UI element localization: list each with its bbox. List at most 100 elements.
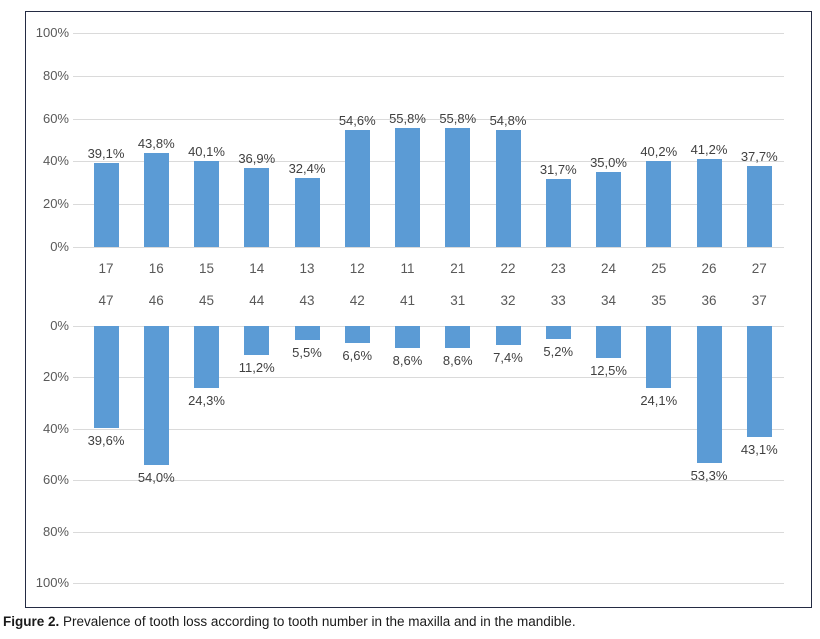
tooth-number-label-mandible: 31 xyxy=(450,293,466,308)
tooth-number-label-mandible: 32 xyxy=(500,293,516,308)
bar xyxy=(93,326,119,428)
bar-value-label: 7,4% xyxy=(493,350,523,366)
bar xyxy=(596,172,621,247)
tooth-number-label-maxilla: 14 xyxy=(249,261,265,276)
tooth-number-label-maxilla: 23 xyxy=(550,261,566,276)
y-axis-tick-label: 40% xyxy=(42,420,69,436)
bar xyxy=(294,177,320,247)
tooth-number-label-maxilla: 25 xyxy=(651,261,667,276)
bar xyxy=(646,160,672,247)
figure-chart-box: 100% 80% 60% 40% 20% 0% 0% 20% 40% 60% 80% 100% 39… xyxy=(25,11,812,608)
gridline xyxy=(73,531,784,533)
tooth-number-label-mandible: 36 xyxy=(701,293,717,308)
bar-value-label: 54,8% xyxy=(489,112,527,128)
y-axis-tick-label: 20% xyxy=(42,196,69,212)
gridline xyxy=(73,33,784,34)
tooth-number-label-mandible: 35 xyxy=(651,293,667,308)
gridline xyxy=(73,118,784,120)
bar xyxy=(545,179,571,247)
tooth-number-label-mandible: 46 xyxy=(148,293,164,308)
tooth-number-label-mandible: 33 xyxy=(550,293,566,308)
bar xyxy=(344,326,370,343)
y-axis-tick-label: 100% xyxy=(35,25,69,40)
tooth-number-label-maxilla: 13 xyxy=(299,261,315,276)
tooth-number-label-maxilla: 16 xyxy=(148,261,164,276)
bar xyxy=(244,326,270,355)
gridline xyxy=(73,75,784,77)
gridline xyxy=(73,377,784,379)
bar-value-label: 8,6% xyxy=(392,353,423,369)
bar xyxy=(194,326,219,389)
tooth-number-label-mandible: 37 xyxy=(751,293,767,308)
bar-value-label: 54,0% xyxy=(137,469,175,485)
tooth-number-label-maxilla: 15 xyxy=(198,261,215,276)
bar xyxy=(143,326,169,465)
y-axis-tick-label: 60% xyxy=(42,472,69,488)
bar xyxy=(545,326,571,340)
figure-caption-label: Figure 2. xyxy=(3,614,60,629)
bar-value-label: 6,6% xyxy=(342,347,373,363)
bar-value-label: 5,2% xyxy=(543,344,574,360)
y-axis-tick-label: 20% xyxy=(42,369,69,385)
maxilla-chart: 39,1% 43,8% 40,1% 36,9% 32,4% 54,6% 55,8% 55,8%… xyxy=(26,12,811,607)
gridline xyxy=(73,583,784,584)
bar-value-label: 36,9% xyxy=(238,151,276,167)
tooth-number-label-maxilla: 22 xyxy=(500,261,516,276)
tooth-number-label-maxilla: 24 xyxy=(600,261,617,276)
y-axis-tick-label: 100% xyxy=(35,575,69,590)
bar xyxy=(395,127,420,247)
mandible-chart: 39,6% 54,0% 24,3% 11,2% 5,5% 6,6% 8,6% 8,6% 7,4%… xyxy=(26,12,811,607)
bar-value-label: 41,2% xyxy=(690,141,728,157)
y-axis-tick-label: 0% xyxy=(50,239,69,254)
bar-value-label: 8,6% xyxy=(442,353,473,369)
bar-value-label: 24,1% xyxy=(640,392,678,408)
bar-value-label: 35,0% xyxy=(590,155,627,171)
gridline xyxy=(73,161,784,163)
bar xyxy=(696,158,722,247)
tooth-number-label-mandible: 43 xyxy=(299,293,315,308)
tooth-number-label-mandible: 41 xyxy=(399,293,416,308)
tooth-number-label-maxilla: 12 xyxy=(349,261,365,276)
figure-caption-text: Prevalence of tooth loss according to to… xyxy=(59,614,576,629)
tooth-number-label-maxilla: 21 xyxy=(450,261,466,276)
bar xyxy=(445,326,471,349)
bar xyxy=(194,161,219,247)
gridline xyxy=(73,247,784,248)
gridline xyxy=(73,326,784,327)
maxilla-gridlines: 100% 80% 60% 40% 20% 0% xyxy=(26,12,811,607)
tooth-number-label-mandible: 42 xyxy=(349,293,365,308)
bar-value-label: 40,2% xyxy=(640,143,678,159)
tooth-number-label-maxilla: 26 xyxy=(701,261,717,276)
gridline xyxy=(73,204,784,206)
bar xyxy=(294,326,320,341)
bar xyxy=(445,127,471,247)
bar-value-label: 5,5% xyxy=(292,345,322,361)
bar-value-label: 55,8% xyxy=(439,110,477,126)
bar xyxy=(143,153,169,247)
bar-value-label: 39,6% xyxy=(87,432,125,448)
tooth-number-label-mandible: 45 xyxy=(198,293,215,308)
bar xyxy=(93,163,119,247)
bar xyxy=(495,129,521,247)
tooth-number-label-maxilla: 27 xyxy=(751,261,767,276)
bar-value-label: 32,4% xyxy=(288,160,326,176)
bar-value-label: 31,7% xyxy=(539,162,577,178)
gridline xyxy=(73,480,784,482)
tooth-number-label-maxilla: 17 xyxy=(98,261,114,276)
tooth-number-label-mandible: 47 xyxy=(98,293,114,308)
tooth-number-label-mandible: 34 xyxy=(600,293,617,308)
bar xyxy=(746,326,772,437)
bar xyxy=(395,326,420,349)
bar-value-label: 11,2% xyxy=(238,359,275,375)
bar xyxy=(696,326,722,463)
bar xyxy=(344,130,370,247)
bar xyxy=(495,326,521,346)
y-axis-tick-label: 60% xyxy=(42,110,69,126)
tooth-number-label-maxilla: 11 xyxy=(400,261,415,276)
y-axis-tick-label: 40% xyxy=(42,153,69,169)
bar-value-label: 43,1% xyxy=(740,441,778,457)
bar-value-label: 54,6% xyxy=(338,113,376,129)
tooth-number-label-mandible: 44 xyxy=(249,293,265,308)
bar-value-label: 43,8% xyxy=(137,136,175,152)
bar xyxy=(244,168,270,247)
